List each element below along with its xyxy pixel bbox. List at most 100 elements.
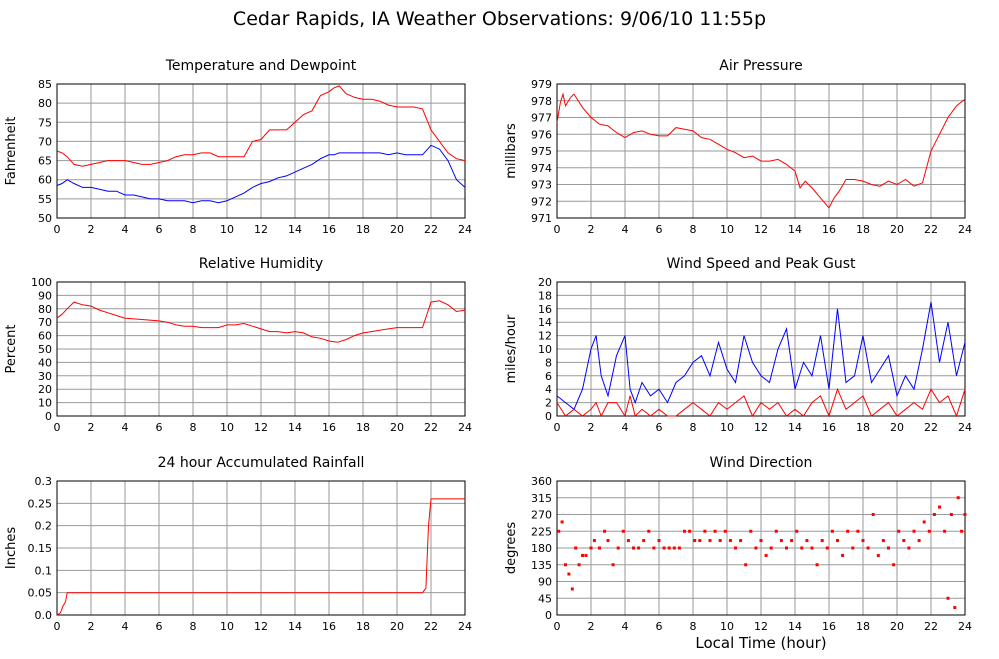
x-tick-label: 6 <box>156 620 163 633</box>
y-tick-label: 315 <box>531 492 552 505</box>
data-point <box>754 546 758 550</box>
data-point <box>912 529 916 533</box>
y-tick-label: 0 <box>545 410 552 423</box>
y-axis-label: miles/hour <box>504 314 519 383</box>
x-tick-label: 16 <box>822 421 836 434</box>
x-tick-label: 20 <box>890 620 904 633</box>
data-point <box>956 496 960 500</box>
data-point <box>584 553 588 557</box>
y-tick-label: 80 <box>38 303 52 316</box>
x-tick-label: 14 <box>288 223 302 236</box>
data-point <box>672 546 676 550</box>
y-tick-label: 45 <box>538 592 552 605</box>
x-tick-label: 2 <box>588 620 595 633</box>
x-tick-label: 0 <box>554 620 561 633</box>
data-point <box>577 563 581 567</box>
data-point <box>662 546 666 550</box>
y-tick-label: 60 <box>38 174 52 187</box>
data-point <box>805 539 809 543</box>
data-point <box>642 539 646 543</box>
data-point <box>795 529 799 533</box>
data-point <box>616 546 620 550</box>
data-point <box>820 539 824 543</box>
data-point <box>953 606 957 610</box>
plot-frame <box>556 281 966 417</box>
x-tick-label: 18 <box>356 223 370 236</box>
plot-frame <box>556 480 966 616</box>
x-tick-label: 16 <box>822 620 836 633</box>
data-point <box>637 546 641 550</box>
x-tick-label: 6 <box>156 421 163 434</box>
y-tick-label: 10 <box>38 397 52 410</box>
x-tick-label: 10 <box>220 620 234 633</box>
x-tick-label: 16 <box>822 223 836 236</box>
data-point <box>570 587 574 591</box>
x-tick-label: 20 <box>390 421 404 434</box>
x-tick-label: 2 <box>88 620 95 633</box>
data-point <box>810 546 814 550</box>
x-tick-label: 8 <box>190 421 197 434</box>
x-tick-label: 2 <box>588 421 595 434</box>
y-tick-label: 55 <box>38 193 52 206</box>
y-tick-label: 65 <box>38 155 52 168</box>
y-tick-label: 70 <box>38 135 52 148</box>
y-tick-label: 16 <box>538 303 552 316</box>
x-tick-label: 8 <box>190 620 197 633</box>
data-point <box>871 513 875 516</box>
data-point <box>861 539 865 543</box>
x-tick-label: 8 <box>190 223 197 236</box>
y-axis-label: Inches <box>4 527 19 569</box>
series-0 <box>557 496 967 610</box>
data-point <box>611 563 615 567</box>
x-tick-label: 2 <box>588 223 595 236</box>
y-tick-label: 90 <box>38 289 52 302</box>
x-tick-label: 14 <box>788 421 802 434</box>
y-tick-label: 70 <box>38 316 52 329</box>
series-line-0 <box>556 302 966 411</box>
data-point <box>698 539 702 543</box>
x-tick-label: 24 <box>458 421 472 434</box>
x-axis-label: Local Time (hour) <box>695 634 827 652</box>
x-tick-label: 20 <box>390 620 404 633</box>
y-tick-label: 100 <box>31 276 52 289</box>
x-tick-label: 8 <box>690 620 697 633</box>
chart-title: Temperature and Dewpoint <box>165 58 357 74</box>
data-point <box>589 546 593 550</box>
y-tick-label: 0.3 <box>35 475 53 488</box>
y-axis-label: Percent <box>4 325 19 374</box>
x-tick-label: 12 <box>754 421 768 434</box>
series-line-0 <box>56 300 466 343</box>
y-tick-label: 135 <box>531 559 552 572</box>
y-tick-label: 4 <box>545 383 552 396</box>
y-tick-label: 0.05 <box>28 587 53 600</box>
data-point <box>632 546 635 550</box>
data-point <box>856 529 860 533</box>
data-point <box>785 546 788 550</box>
y-tick-label: 40 <box>38 356 52 369</box>
data-point <box>851 546 855 550</box>
data-point <box>574 546 578 550</box>
x-tick-label: 4 <box>622 223 629 236</box>
data-point <box>764 553 768 557</box>
data-point <box>938 505 941 509</box>
y-tick-label: 978 <box>531 95 552 108</box>
x-tick-label: 4 <box>622 421 629 434</box>
y-tick-label: 75 <box>38 116 52 129</box>
x-tick-label: 16 <box>322 620 336 633</box>
data-point <box>841 553 845 557</box>
x-tick-label: 10 <box>720 620 734 633</box>
data-point <box>592 539 596 543</box>
data-point <box>830 529 834 533</box>
y-tick-label: 972 <box>531 195 552 208</box>
x-tick-label: 4 <box>122 421 129 434</box>
data-point <box>723 529 727 533</box>
data-point <box>902 539 906 543</box>
data-point <box>779 539 783 543</box>
plot-frame <box>56 281 466 417</box>
x-tick-label: 24 <box>958 421 972 434</box>
data-point <box>647 529 651 533</box>
y-tick-label: 18 <box>538 289 552 302</box>
data-point <box>774 529 778 533</box>
y-tick-label: 0 <box>45 410 52 423</box>
